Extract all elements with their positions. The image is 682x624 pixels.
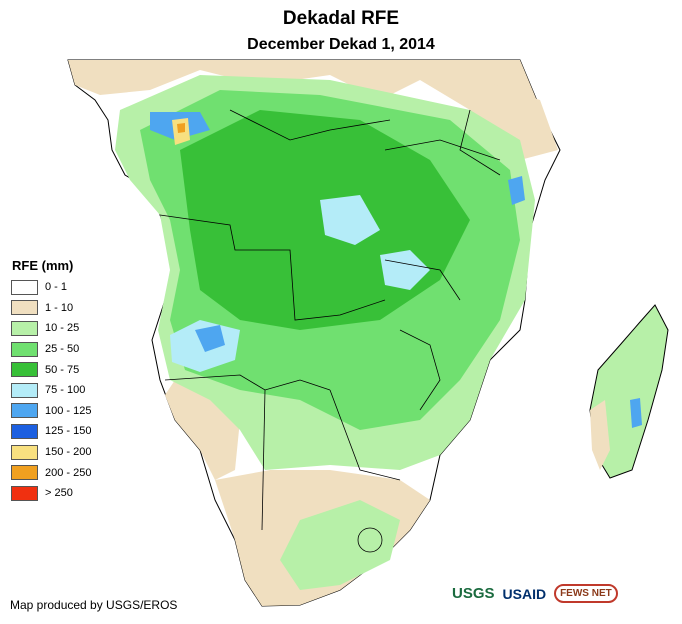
legend-label: 150 - 200 — [45, 446, 92, 459]
legend-label: 10 - 25 — [45, 322, 80, 335]
logos: USGS USAID FEWS NET — [452, 584, 618, 603]
rain-200-250-hotspot — [177, 123, 185, 133]
madagascar-wet — [630, 398, 642, 428]
legend-swatch — [11, 485, 38, 501]
legend: RFE (mm) 0 - 1 1 - 10 10 - 25 25 - 50 50 - 7… — [8, 258, 128, 504]
rain-75-100-zambia — [380, 250, 430, 290]
country-borders — [159, 109, 501, 553]
legend-swatch — [11, 279, 38, 295]
legend-item: 50 - 75 — [8, 359, 128, 380]
legend-item: 125 - 150 — [8, 421, 128, 442]
madagascar — [589, 304, 669, 479]
fews-net-logo: FEWS NET — [554, 584, 618, 603]
rain-100-125-kenya — [508, 176, 525, 205]
legend-label: 125 - 150 — [45, 425, 92, 438]
legend-swatch — [11, 465, 38, 481]
legend-label: 25 - 50 — [45, 343, 80, 356]
legend-item: 25 - 50 — [8, 339, 128, 360]
legend-item: 100 - 125 — [8, 401, 128, 422]
legend-swatch — [11, 341, 38, 357]
legend-swatch — [11, 403, 38, 419]
legend-item: 200 - 250 — [8, 462, 128, 483]
madagascar-dry — [590, 400, 610, 470]
legend-swatch — [11, 320, 38, 336]
legend-label: 0 - 1 — [45, 281, 68, 294]
legend-swatch — [11, 444, 38, 460]
legend-swatch — [11, 423, 38, 439]
legend-item: > 250 — [8, 483, 128, 504]
dry-somalia — [480, 80, 558, 160]
legend-swatch — [11, 382, 38, 398]
rain-75-100-congo — [320, 195, 380, 245]
legend-swatch — [11, 300, 38, 316]
legend-item: 1 - 10 — [8, 298, 128, 319]
legend-item: 150 - 200 — [8, 442, 128, 463]
map-subtitle: December Dekad 1, 2014 — [247, 36, 435, 53]
legend-label: 100 - 125 — [45, 404, 92, 417]
rain-10-25-southeast — [280, 500, 400, 590]
usaid-logo: USAID — [502, 585, 547, 602]
legend-swatch — [11, 362, 38, 378]
legend-item: 10 - 25 — [8, 318, 128, 339]
rain-100-125-angola — [195, 325, 225, 352]
usgs-logo: USGS — [452, 585, 495, 602]
dry-north — [68, 60, 545, 140]
legend-label: 1 - 10 — [45, 301, 74, 314]
legend-items: 0 - 1 1 - 10 10 - 25 25 - 50 50 - 75 75 - 100… — [8, 277, 128, 504]
legend-label: > 250 — [45, 487, 73, 500]
legend-label: 50 - 75 — [45, 363, 80, 376]
legend-label: 75 - 100 — [45, 384, 86, 397]
legend-label: 200 - 250 — [45, 466, 92, 479]
legend-item: 75 - 100 — [8, 380, 128, 401]
legend-title: RFE (mm) — [12, 258, 74, 273]
legend-item: 0 - 1 — [8, 277, 128, 298]
map-title: Dekadal RFE — [282, 8, 400, 29]
credit-text: Map produced by USGS/EROS — [10, 598, 178, 612]
